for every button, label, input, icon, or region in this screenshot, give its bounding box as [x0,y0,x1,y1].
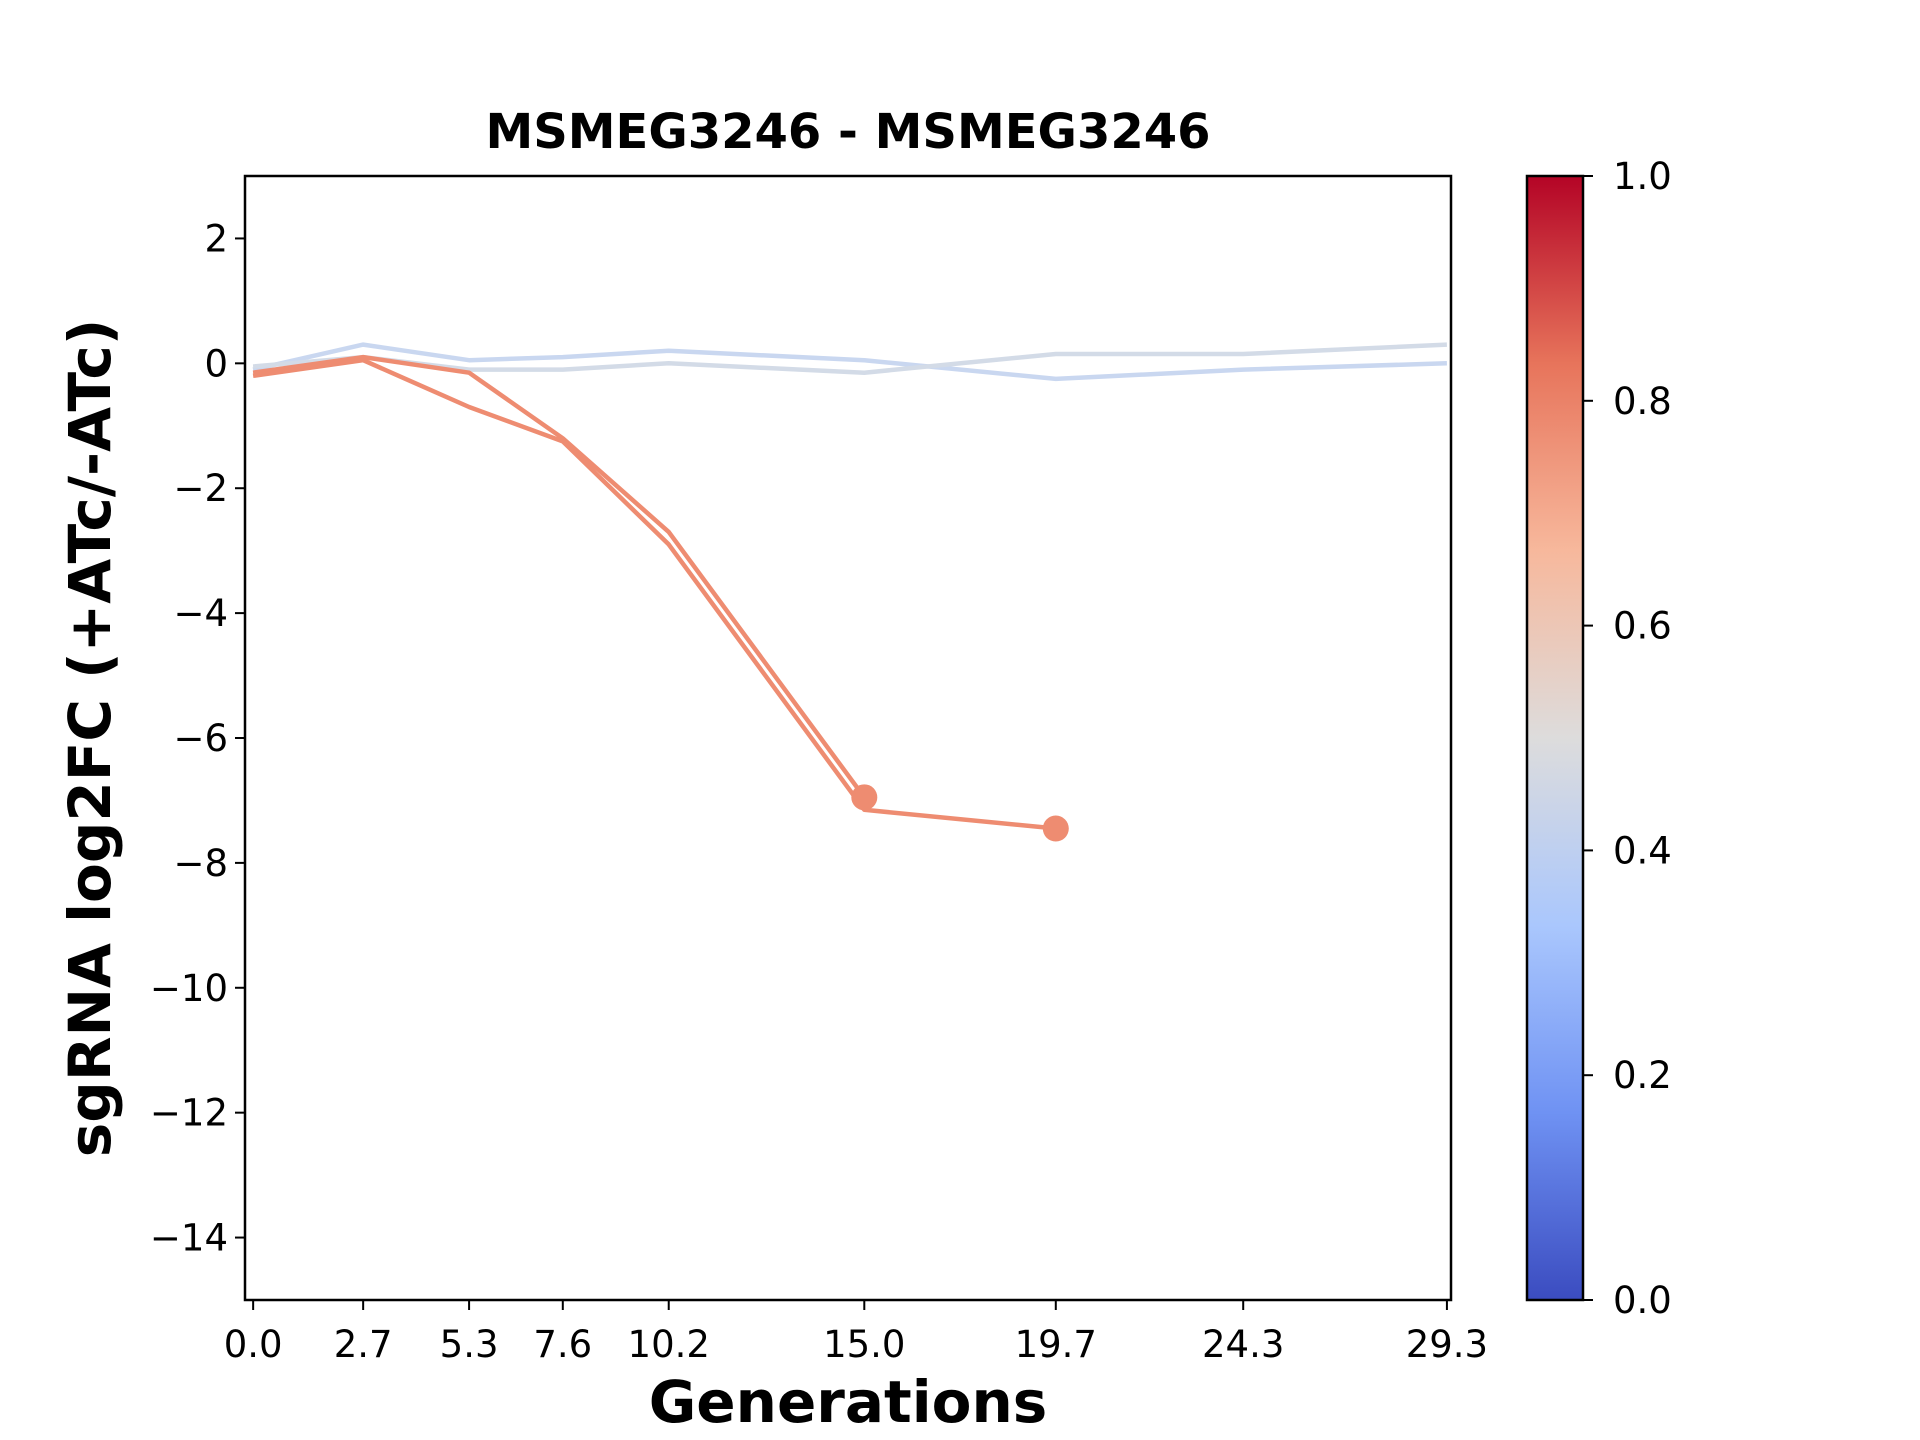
x-tick-label: 19.7 [1015,1323,1097,1366]
x-axis-title: Generations [649,1368,1048,1436]
colorbar-tick-label: 0.4 [1613,829,1672,872]
y-tick-label: 0 [204,342,228,385]
y-tick-label: −10 [150,967,228,1010]
x-tick-label: 29.3 [1406,1323,1488,1366]
colorbar-axis: 0.0 0.2 0.4 0.6 0.8 1.0 [1583,155,1672,1322]
y-tick-label: −6 [173,717,228,760]
colorbar-tick-label: 1.0 [1613,155,1672,198]
series-line-1 [252,342,1447,382]
y-tick-label: −4 [173,592,228,635]
x-tick-label: 24.3 [1202,1323,1284,1366]
x-axis: 0.0 2.7 5.3 7.6 10.2 15.0 19.7 24.3 29.3 [224,1300,1488,1366]
y-tick-label: −12 [150,1092,228,1135]
x-tick-label: 2.7 [334,1323,393,1366]
x-tick-label: 7.6 [533,1323,592,1366]
colorbar-tick-label: 0.2 [1613,1054,1672,1097]
plot-frame [243,174,1453,1302]
y-tick-label: −14 [150,1217,228,1260]
colorbar [1525,174,1585,1302]
y-axis-title: sgRNA log2FC (+ATc/-ATc) [56,319,124,1157]
series-line-4 [252,357,1057,831]
x-tick-label: 0.0 [224,1323,283,1366]
colorbar-tick-label: 0.8 [1613,380,1672,423]
y-tick-label: −2 [173,467,228,510]
x-tick-label: 10.2 [628,1323,710,1366]
x-tick-label: 15.0 [823,1323,905,1366]
series-end-point-4 [1042,815,1069,842]
series-line-3 [252,354,867,799]
y-axis: 2 0 −2 −4 −6 −8 −10 −12 −14 [150,217,245,1260]
colorbar-tick-label: 0.0 [1613,1279,1672,1322]
x-tick-label: 5.3 [440,1323,499,1366]
colorbar-tick-label: 0.6 [1613,605,1672,648]
series-layer [252,342,1448,842]
y-tick-label: 2 [204,217,228,260]
y-tick-label: −8 [173,842,228,885]
chart-title: MSMEG3246 - MSMEG3246 [485,104,1210,160]
